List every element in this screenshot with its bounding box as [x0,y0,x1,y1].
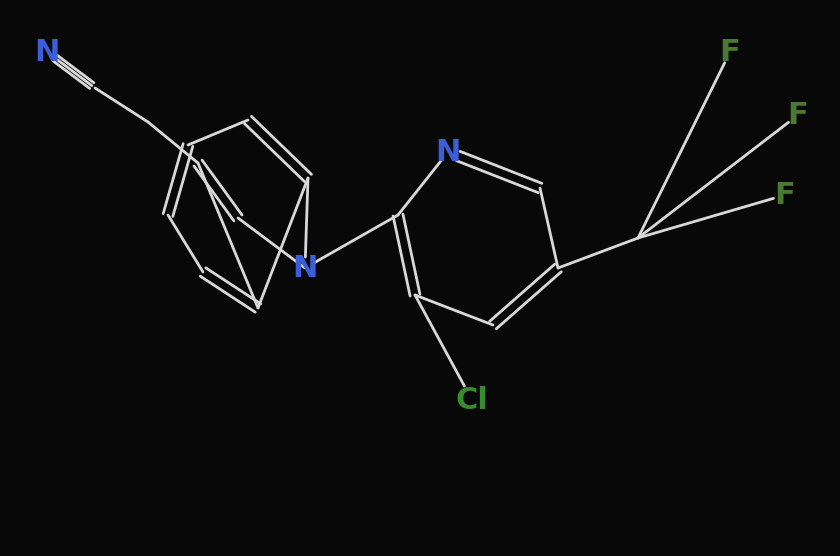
Text: Cl: Cl [455,385,488,415]
Text: N: N [292,254,318,282]
Text: N: N [34,37,60,67]
Text: F: F [720,37,740,67]
Text: F: F [788,101,808,130]
Text: N: N [435,137,460,166]
Text: F: F [774,181,795,210]
